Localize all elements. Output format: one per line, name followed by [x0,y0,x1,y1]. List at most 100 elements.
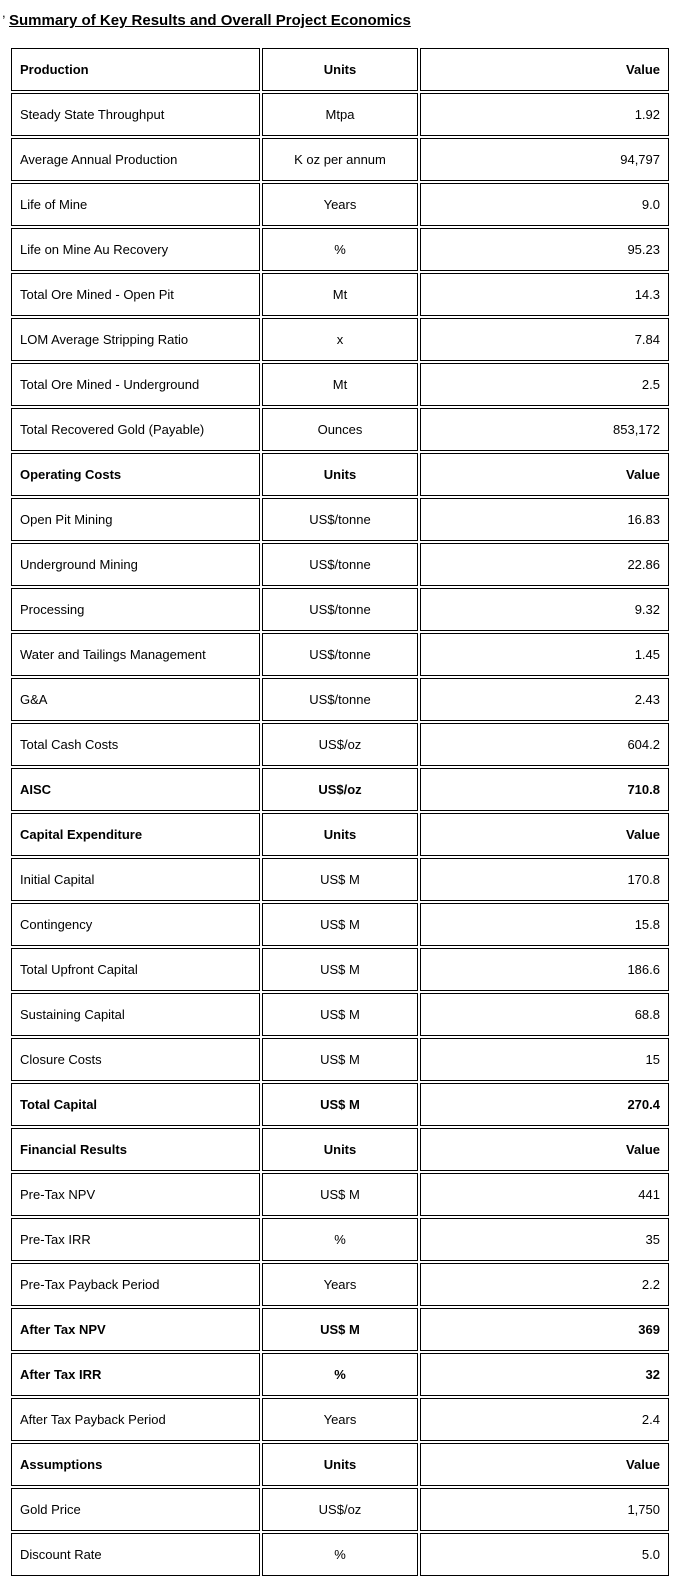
cell-label: Sustaining Capital [11,993,260,1036]
cell-label: Total Upfront Capital [11,948,260,991]
cell-label: Underground Mining [11,543,260,586]
table-row: Sustaining Capital US$ M 68.8 [11,993,669,1036]
stray-comma-mark: , [2,5,6,20]
cell-value: 9.0 [420,183,669,226]
table-row: Water and Tailings Management US$/tonne 1.… [11,633,669,676]
summary-table: Production Units Value Steady State Through… [9,46,671,1578]
cell-label: AISC [11,768,260,811]
cell-label: Closure Costs [11,1038,260,1081]
table-row: Average Annual Production K oz per annum 9… [11,138,669,181]
cell-value: 14.3 [420,273,669,316]
cell-label: Pre-Tax NPV [11,1173,260,1216]
table-row: G&A US$/tonne 2.43 [11,678,669,721]
cell-units: Units [261,48,419,91]
table-row: Pre-Tax Payback Period Years 2.2 [11,1263,669,1306]
section-header-row: Capital Expenditure Units Value [11,813,669,856]
cell-units: Units [261,453,419,496]
cell-units: US$ M [261,903,419,946]
cell-units: Years [261,1263,419,1306]
cell-value: 2.4 [420,1398,669,1441]
table-row: Total Ore Mined - Underground Mt 2.5 [11,363,669,406]
cell-value: 22.86 [420,543,669,586]
table-row: After Tax IRR% 32 [11,1353,669,1396]
cell-label: Open Pit Mining [11,498,260,541]
summary-table-body: Production Units Value Steady State Through… [11,48,669,1576]
table-row: AISC US$/oz 710.8 [11,768,669,811]
cell-units: Years [261,1398,419,1441]
cell-label: Assumptions [11,1443,260,1486]
cell-units: Mt [261,273,419,316]
table-row: Pre-Tax IRR% 35 [11,1218,669,1261]
cell-value: 853,172 [420,408,669,451]
cell-units: US$ M [261,1308,419,1351]
cell-units: Mt [261,363,419,406]
cell-value: 15 [420,1038,669,1081]
cell-label: Pre-Tax IRR [11,1218,260,1261]
cell-label: Initial Capital [11,858,260,901]
page-title: Summary of Key Results and Overall Proje… [9,12,411,29]
cell-units: US$ M [261,948,419,991]
cell-label: Pre-Tax Payback Period [11,1263,260,1306]
table-row: Discount Rate% 5.0 [11,1533,669,1576]
cell-value: 95.23 [420,228,669,271]
cell-value: Value [420,1443,669,1486]
table-row: Life on Mine Au Recovery% 95.23 [11,228,669,271]
cell-value: 5.0 [420,1533,669,1576]
cell-value: 441 [420,1173,669,1216]
cell-units: K oz per annum [261,138,419,181]
cell-value: 186.6 [420,948,669,991]
cell-label: Discount Rate [11,1533,260,1576]
cell-value: 369 [420,1308,669,1351]
table-row: Total Upfront Capital US$ M 186.6 [11,948,669,991]
cell-label: LOM Average Stripping Ratio [11,318,260,361]
cell-units: US$ M [261,993,419,1036]
table-row: Total Cash Costs US$/oz 604.2 [11,723,669,766]
table-row: Initial Capital US$ M 170.8 [11,858,669,901]
cell-value: 2.2 [420,1263,669,1306]
table-row: Processing US$/tonne 9.32 [11,588,669,631]
section-header-row: Operating Costs Units Value [11,453,669,496]
cell-label: Gold Price [11,1488,260,1531]
cell-value: 68.8 [420,993,669,1036]
cell-label: Processing [11,588,260,631]
table-row: LOM Average Stripping Ratio x 7.84 [11,318,669,361]
cell-label: Production [11,48,260,91]
cell-label: Average Annual Production [11,138,260,181]
section-header-row: Assumptions Units Value [11,1443,669,1486]
cell-label: Total Ore Mined - Open Pit [11,273,260,316]
cell-value: 1.92 [420,93,669,136]
cell-units: US$ M [261,1173,419,1216]
table-row: Total Ore Mined - Open Pit Mt 14.3 [11,273,669,316]
cell-label: Steady State Throughput [11,93,260,136]
cell-units: US$/tonne [261,678,419,721]
cell-label: Total Capital [11,1083,260,1126]
cell-units: % [261,228,419,271]
cell-value: 270.4 [420,1083,669,1126]
cell-units: x [261,318,419,361]
cell-units: Units [261,813,419,856]
cell-label: Financial Results [11,1128,260,1171]
table-row: Contingency US$ M 15.8 [11,903,669,946]
cell-value: 7.84 [420,318,669,361]
table-row: Total Capital US$ M 270.4 [11,1083,669,1126]
cell-label: After Tax NPV [11,1308,260,1351]
table-row: Underground Mining US$/tonne 22.86 [11,543,669,586]
cell-units: US$/tonne [261,498,419,541]
cell-label: Total Ore Mined - Underground [11,363,260,406]
cell-value: 1.45 [420,633,669,676]
cell-value: 16.83 [420,498,669,541]
cell-label: Operating Costs [11,453,260,496]
cell-label: Contingency [11,903,260,946]
cell-value: 2.43 [420,678,669,721]
cell-value: 710.8 [420,768,669,811]
section-header-row: Financial Results Units Value [11,1128,669,1171]
cell-units: % [261,1533,419,1576]
cell-label: Life on Mine Au Recovery [11,228,260,271]
cell-value: 32 [420,1353,669,1396]
cell-value: 1,750 [420,1488,669,1531]
cell-label: G&A [11,678,260,721]
cell-value: Value [420,1128,669,1171]
cell-value: 94,797 [420,138,669,181]
cell-units: Ounces [261,408,419,451]
cell-units: Units [261,1443,419,1486]
